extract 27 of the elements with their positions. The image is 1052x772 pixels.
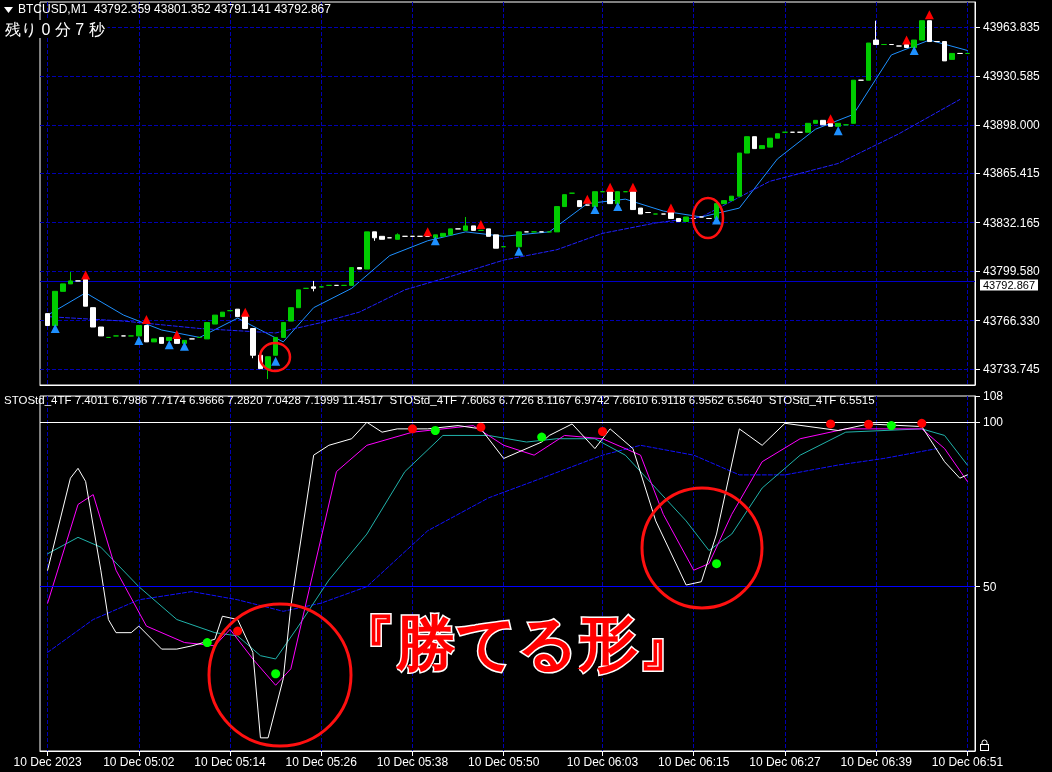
y-tick-label: 43930.585 [983, 69, 1041, 84]
y-tick-label: 43963.835 [983, 19, 1041, 34]
chart-title: STOStd_4TF 7.4011 6.7986 7.7174 6.9666 7.2820 7.0428 7.1999 11.4517 STOStd_4TF 7.6063 6.7726 8.1167 6.9742 7.6610 6.9118 6.9562 6.5640 STOStd_4TF 6.5515 [4, 394, 875, 406]
chart-title: BTCUSD,M1 43792.359 43801.352 43791.141 43792.867 [18, 2, 332, 16]
x-tick-label: 10 Dec 06:51 [931, 755, 1004, 769]
y-tick-label: 43898.000 [983, 117, 1041, 132]
x-tick-label: 10 Dec 06:39 [840, 755, 913, 769]
x-tick-label: 10 Dec 05:38 [376, 755, 449, 769]
annotation: 残り 0 分 7 秒 [5, 20, 105, 38]
y-tick-label: 100 [983, 415, 1004, 430]
x-tick-label: 10 Dec 05:14 [194, 755, 267, 769]
y-tick-label: 43832.165 [983, 215, 1041, 230]
y-tick-label: 43799.580 [983, 264, 1041, 279]
y-tick-label: 43733.745 [983, 362, 1041, 377]
x-tick-label: 10 Dec 2023 [13, 755, 82, 769]
y-tick-label: 43865.415 [983, 166, 1041, 181]
annotation: 『勝てる形』 [335, 610, 698, 677]
ref-line-label: 43792.867 [983, 279, 1035, 292]
x-tick-label: 10 Dec 06:15 [658, 755, 730, 769]
x-tick-label: 10 Dec 05:02 [103, 755, 175, 769]
y-tick-label: 50 [983, 579, 997, 594]
y-tick-label: 108 [983, 389, 1004, 403]
x-tick-label: 10 Dec 06:27 [749, 755, 821, 769]
x-tick-label: 10 Dec 05:26 [285, 755, 358, 769]
x-tick-label: 10 Dec 05:50 [468, 755, 540, 769]
y-tick-label: 43766.330 [983, 313, 1041, 328]
x-tick-label: 10 Dec 06:03 [566, 755, 639, 769]
